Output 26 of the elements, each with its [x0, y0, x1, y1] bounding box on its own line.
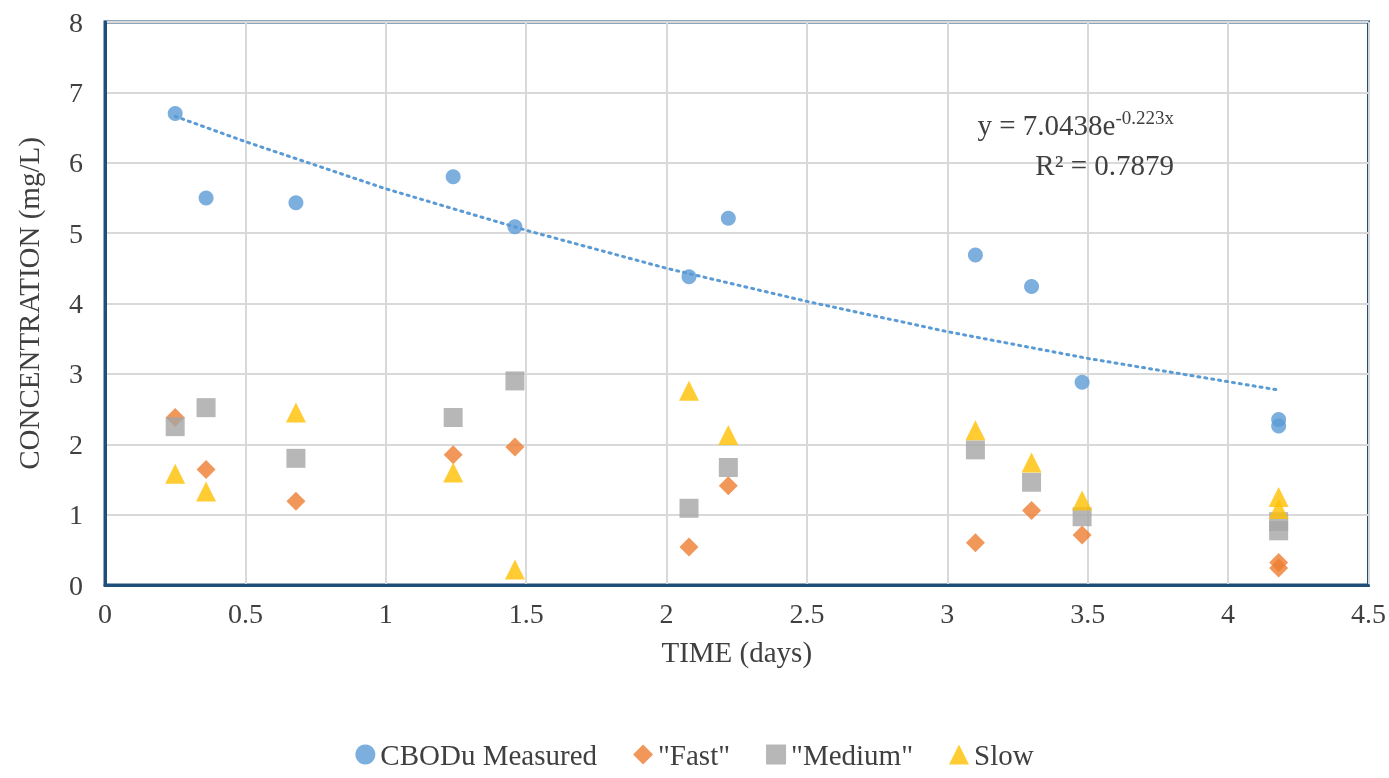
x-tick-label: 0.5: [227, 597, 263, 629]
y-tick-label: 5: [69, 217, 83, 249]
y-tick-label: 0: [69, 569, 83, 601]
annotation: R² = 0.7879: [1035, 148, 1175, 181]
x-tick-label: 1: [378, 597, 393, 629]
y-tick-label: 3: [69, 358, 83, 390]
legend-label: CBODu Measured: [380, 738, 598, 771]
y-tick-label: 2: [69, 428, 83, 460]
y-tick-label: 1: [69, 499, 83, 531]
x-tick-label: 0: [98, 597, 112, 629]
y-axis-title: CONCENTRATION (mg/L): [12, 137, 46, 470]
y-tick-label: 6: [69, 147, 83, 179]
y-tick-label: 8: [69, 6, 83, 38]
x-axis-title: TIME (days): [661, 635, 813, 669]
x-tick-label: 3.5: [1070, 597, 1106, 629]
legend-label: "Fast": [658, 738, 731, 771]
y-tick-label: 4: [69, 288, 83, 319]
x-tick-label: 4: [1221, 597, 1236, 629]
y-tick-label: 7: [69, 76, 83, 108]
legend-label: "Medium": [791, 738, 914, 771]
x-tick-label: 2: [659, 597, 674, 629]
x-tick-label: 4.5: [1351, 597, 1386, 629]
x-tick-label: 2.5: [789, 597, 825, 629]
legend-label: Slow: [974, 738, 1034, 771]
x-tick-label: 1.5: [508, 597, 544, 629]
x-tick-label: 3: [940, 597, 955, 629]
